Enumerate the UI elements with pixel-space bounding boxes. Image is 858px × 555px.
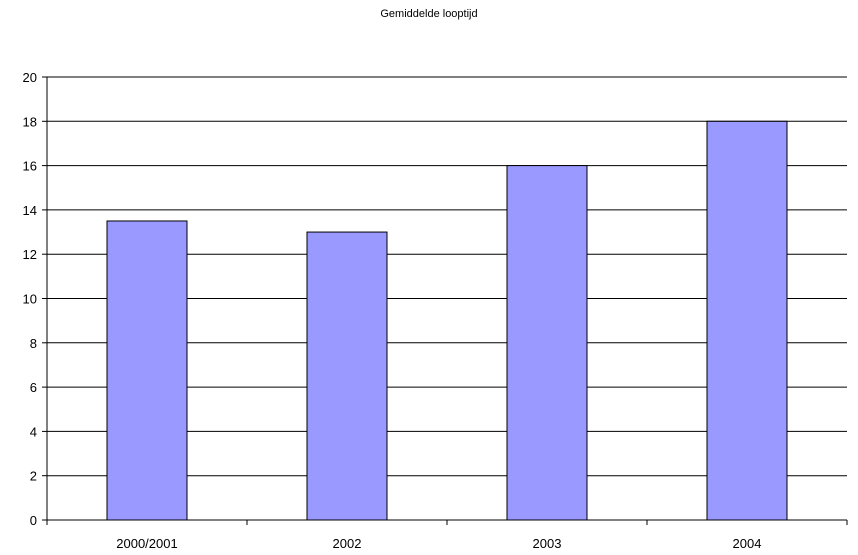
y-tick-label: 18 (23, 114, 37, 129)
bar (106, 220, 188, 521)
y-tick-label: 2 (30, 469, 37, 484)
y-tick-label: 16 (23, 159, 37, 174)
x-tick-label: 2003 (533, 536, 562, 551)
y-tick-label: 6 (30, 380, 37, 395)
y-tick-label: 0 (30, 513, 37, 528)
bar (506, 165, 588, 521)
y-tick-label: 10 (23, 292, 37, 307)
y-tick-label: 12 (23, 247, 37, 262)
y-tick-label: 14 (23, 203, 37, 218)
y-tick-label: 8 (30, 336, 37, 351)
x-tick-label: 2000/2001 (116, 536, 177, 551)
bar (306, 231, 388, 521)
x-tick-label: 2004 (733, 536, 762, 551)
y-tick-label: 20 (23, 70, 37, 85)
chart-title: Gemiddelde looptijd (380, 8, 478, 20)
y-tick-label: 4 (30, 424, 37, 439)
x-tick-label: 2002 (333, 536, 362, 551)
bar (706, 120, 788, 521)
